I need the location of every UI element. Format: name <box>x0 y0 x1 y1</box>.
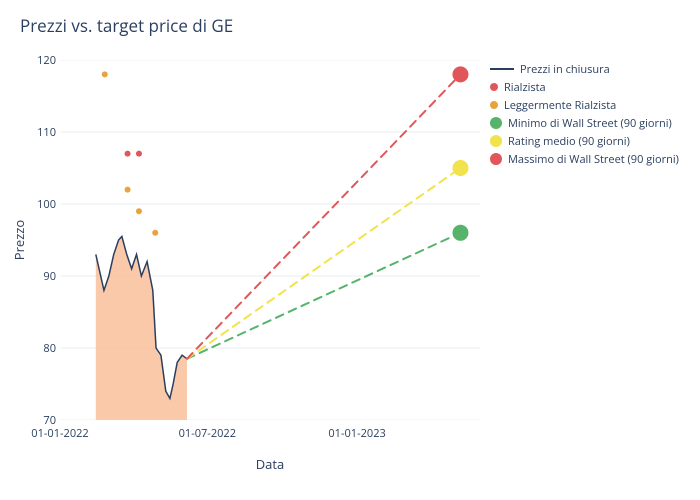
legend-item[interactable]: Leggermente Rialzista <box>490 96 679 114</box>
legend-label: Rating medio (90 giorni) <box>508 134 630 149</box>
x-axis-label: Data <box>60 455 480 473</box>
chart-plot-area <box>60 60 480 420</box>
legend-swatch <box>490 83 498 91</box>
x-tick: 01-07-2022 <box>172 426 242 441</box>
legend-swatch <box>490 153 502 165</box>
legend-label: Prezzi in chiusura <box>520 62 610 77</box>
legend-swatch <box>490 135 502 147</box>
y-tick: 80 <box>30 341 56 356</box>
legend-item[interactable]: Rating medio (90 giorni) <box>490 132 679 150</box>
legend: Prezzi in chiusura Rialzista Leggermente R… <box>490 60 679 168</box>
legend-swatch <box>490 117 502 129</box>
legend-swatch <box>490 68 514 70</box>
chart-title: Prezzi vs. target price di GE <box>20 14 233 37</box>
x-tick: 01-01-2022 <box>25 426 95 441</box>
y-tick: 90 <box>30 269 56 284</box>
y-tick: 70 <box>30 413 56 428</box>
y-tick: 110 <box>30 125 56 140</box>
x-tick: 01-01-2023 <box>322 426 392 441</box>
legend-item[interactable]: Rialzista <box>490 78 679 96</box>
y-axis-label: Prezzo <box>10 60 30 420</box>
legend-label: Massimo di Wall Street (90 giorni) <box>508 152 679 167</box>
legend-label: Leggermente Rialzista <box>504 98 616 113</box>
y-tick: 120 <box>30 53 56 68</box>
legend-label: Minimo di Wall Street (90 giorni) <box>508 116 672 131</box>
legend-item[interactable]: Massimo di Wall Street (90 giorni) <box>490 150 679 168</box>
y-tick: 100 <box>30 197 56 212</box>
legend-item[interactable]: Minimo di Wall Street (90 giorni) <box>490 114 679 132</box>
legend-swatch <box>490 101 498 109</box>
legend-label: Rialzista <box>504 80 546 95</box>
legend-item[interactable]: Prezzi in chiusura <box>490 60 679 78</box>
